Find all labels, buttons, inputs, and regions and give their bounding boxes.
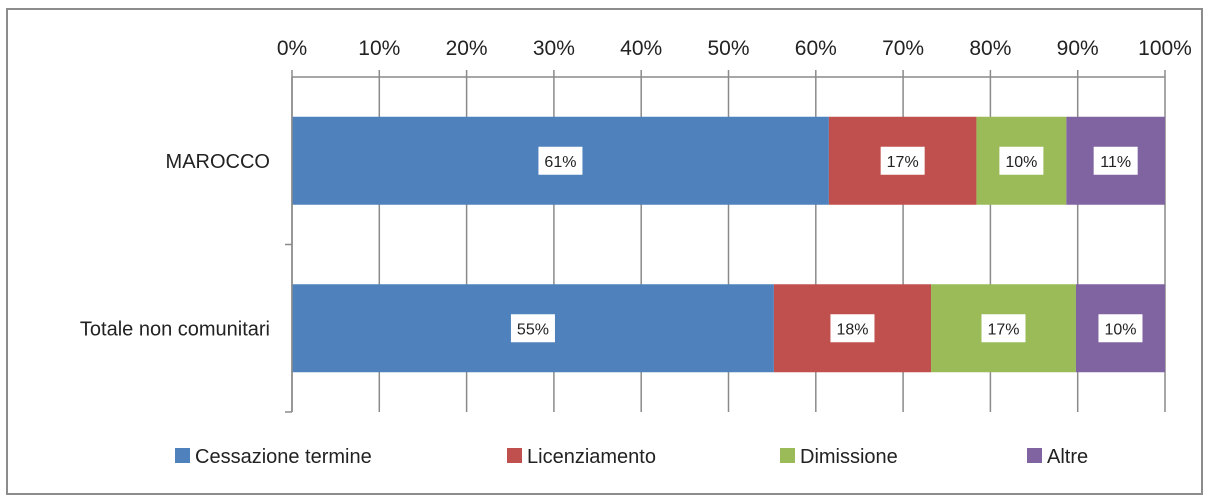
data-label: 18% xyxy=(836,321,868,338)
data-label-box xyxy=(1093,146,1138,175)
x-tick-label: 50% xyxy=(707,37,749,60)
chart-frame xyxy=(6,8,1203,495)
data-label: 11% xyxy=(1100,154,1131,171)
legend-swatch xyxy=(1027,448,1042,463)
x-tick-label: 10% xyxy=(358,37,400,60)
axes xyxy=(285,70,1166,413)
x-tick-label: 100% xyxy=(1138,37,1192,60)
x-tick-label: 20% xyxy=(446,37,488,60)
data-label-box xyxy=(1098,314,1143,343)
x-tick-label: 30% xyxy=(533,37,575,60)
data-label-box xyxy=(510,314,555,343)
legend-label: Cessazione termine xyxy=(195,446,372,468)
category-labels: MAROCCO Totale non comunitari xyxy=(80,151,270,341)
x-tick-labels: 0% 10% 20% 30% 40% 50% 60% 70% 80% 90% 100% xyxy=(277,37,1192,60)
data-label: 17% xyxy=(887,154,919,171)
legend-swatch xyxy=(507,448,522,463)
data-label: 61% xyxy=(544,154,576,171)
data-label: 10% xyxy=(1104,321,1136,338)
legend: Cessazione termine Licenziamento Dimission… xyxy=(175,446,1088,468)
x-tick-label: 40% xyxy=(620,37,662,60)
x-tick-label: 80% xyxy=(969,37,1011,60)
data-labels: 61% 17% 10% 11% 55% 18% 17% 10% xyxy=(510,146,1143,343)
legend-label: Altre xyxy=(1047,446,1088,468)
x-tick-label: 90% xyxy=(1057,37,1099,60)
category-label: MAROCCO xyxy=(166,151,270,173)
data-label: 10% xyxy=(1005,154,1037,171)
data-label: 55% xyxy=(517,321,549,338)
data-label-box xyxy=(538,146,583,175)
legend-swatch xyxy=(780,448,795,463)
data-label: 17% xyxy=(987,321,1019,338)
legend-label: Dimissione xyxy=(800,446,898,468)
data-label-box xyxy=(880,146,925,175)
x-tick-label: 70% xyxy=(882,37,924,60)
data-label-box xyxy=(981,314,1026,343)
legend-swatch xyxy=(175,448,190,463)
x-tick-label: 60% xyxy=(795,37,837,60)
x-tick-label: 0% xyxy=(277,37,307,60)
legend-label: Licenziamento xyxy=(527,446,656,468)
data-label-box xyxy=(999,146,1044,175)
data-label-box xyxy=(830,314,875,343)
category-label: Totale non comunitari xyxy=(80,318,270,340)
